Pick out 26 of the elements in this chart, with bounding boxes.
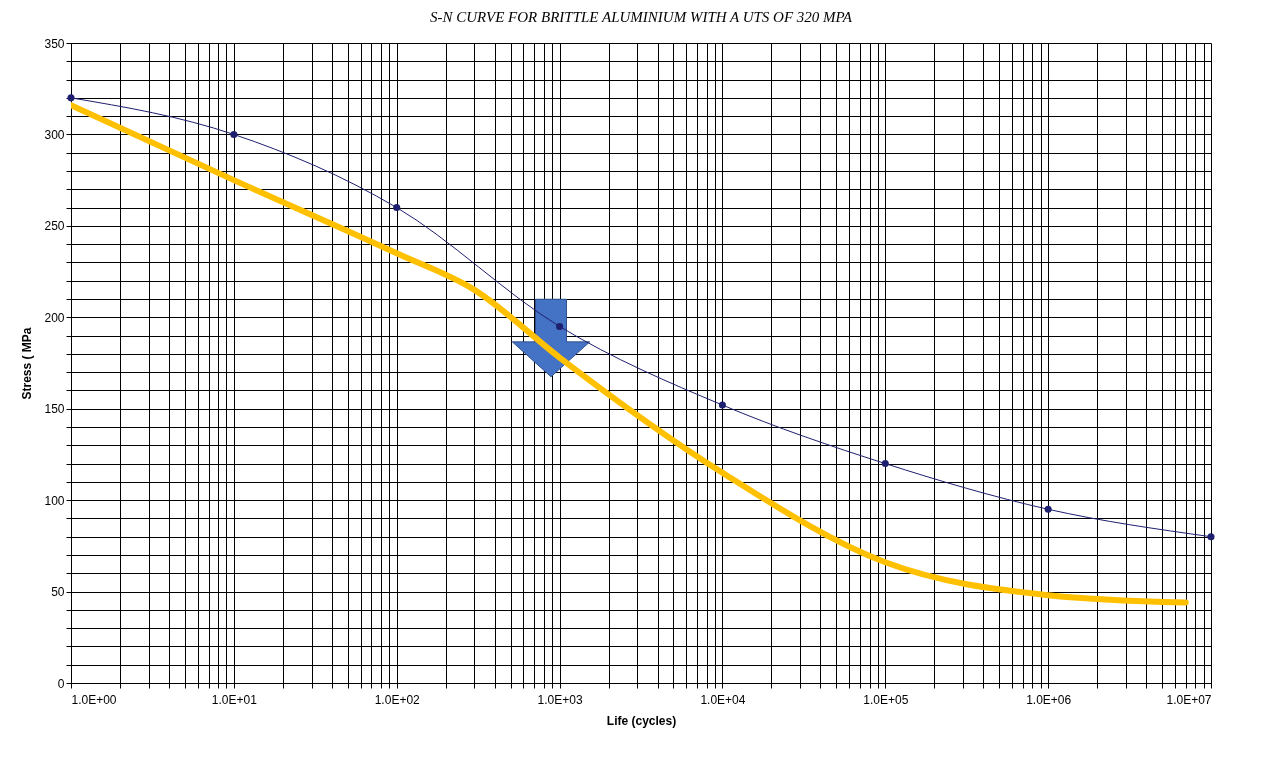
x-tick-label: 1.0E+04 — [700, 692, 746, 707]
point — [556, 322, 564, 330]
chart-title: S-N CURVE FOR BRITTLE ALUMINIUM WITH A UTS OF 320 MPA — [430, 9, 853, 25]
point — [718, 401, 726, 409]
point — [881, 460, 889, 468]
y-tick-label: 300 — [44, 127, 65, 142]
y-tick-label: 250 — [44, 219, 65, 234]
point — [1207, 533, 1215, 541]
x-tick-label: 1.0E+05 — [863, 692, 909, 707]
y-tick-label: 100 — [44, 493, 65, 508]
x-axis-title: Life (cycles) — [606, 713, 677, 728]
x-tick-label: 1.0E+02 — [374, 692, 421, 707]
y-tick-label: 0 — [57, 676, 65, 691]
y-tick-label: 350 — [44, 36, 65, 51]
x-tick-label: 1.0E+00 — [71, 692, 117, 707]
y-tick-label: 200 — [44, 310, 65, 325]
y-tick-label: 50 — [51, 585, 65, 600]
x-tick-label: 1.0E+01 — [211, 692, 258, 707]
x-tick-label: 1.0E+03 — [537, 692, 583, 707]
point — [393, 204, 401, 212]
y-axis-title: Stress ( MPa — [20, 327, 35, 400]
x-tick-label: 1.0E+07 — [1166, 692, 1212, 707]
x-tick-label: 1.0E+06 — [1026, 692, 1072, 707]
y-tick-label: 150 — [44, 402, 65, 417]
point — [230, 130, 238, 138]
point — [1044, 505, 1052, 513]
